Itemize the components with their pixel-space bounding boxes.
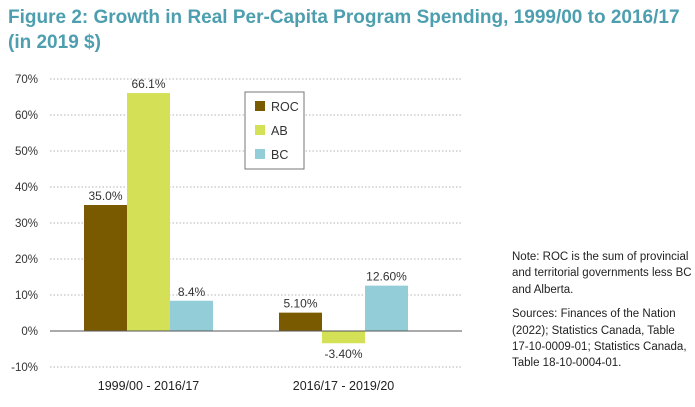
x-category-label: 2016/17 - 2019/20 (293, 379, 395, 393)
note-text: Note: ROC is the sum of provincial and t… (512, 251, 692, 296)
bar-bc (365, 285, 408, 331)
chart-title: Figure 2: Growth in Real Per-Capita Prog… (8, 5, 688, 55)
sources-text: Sources: Finances of the Nation (2022); … (512, 308, 687, 370)
data-label: 5.10% (283, 297, 317, 311)
data-label: -3.40% (324, 347, 362, 361)
y-tick-label: 10% (15, 290, 38, 302)
legend-box (244, 91, 305, 170)
y-tick-label: 70% (15, 74, 38, 86)
legend-label-roc: ROC (271, 100, 299, 114)
data-label: 35.0% (88, 189, 122, 203)
bar-roc (84, 205, 127, 331)
chart-notes: Note: ROC is the sum of provincial and t… (512, 249, 692, 380)
y-tick-label: 20% (15, 254, 38, 266)
bar-ab (322, 331, 365, 344)
data-label: 8.4% (178, 285, 206, 299)
chart-title-line-2: (in 2019 $) (8, 32, 101, 53)
x-category-label: 1999/00 - 2016/17 (98, 379, 200, 393)
data-label: 66.1% (131, 77, 165, 91)
bar-bc (170, 300, 213, 331)
y-tick-label: -10% (11, 362, 38, 374)
bar-ab (127, 93, 170, 331)
chart-title-line-1: Figure 2: Growth in Real Per-Capita Prog… (8, 7, 680, 28)
y-tick-label: 60% (15, 110, 38, 122)
bar-roc (279, 312, 322, 331)
legend-label-ab: AB (271, 124, 288, 138)
legend-swatch-ab (255, 125, 265, 135)
legend-swatch-roc (255, 101, 265, 111)
legend-swatch-bc (255, 149, 265, 159)
y-tick-label: 0% (21, 326, 38, 338)
data-label: 12.60% (366, 270, 407, 284)
y-tick-label: 30% (15, 218, 38, 230)
y-tick-label: 50% (15, 146, 38, 158)
legend-label-bc: BC (271, 148, 288, 162)
y-tick-label: 40% (15, 182, 38, 194)
